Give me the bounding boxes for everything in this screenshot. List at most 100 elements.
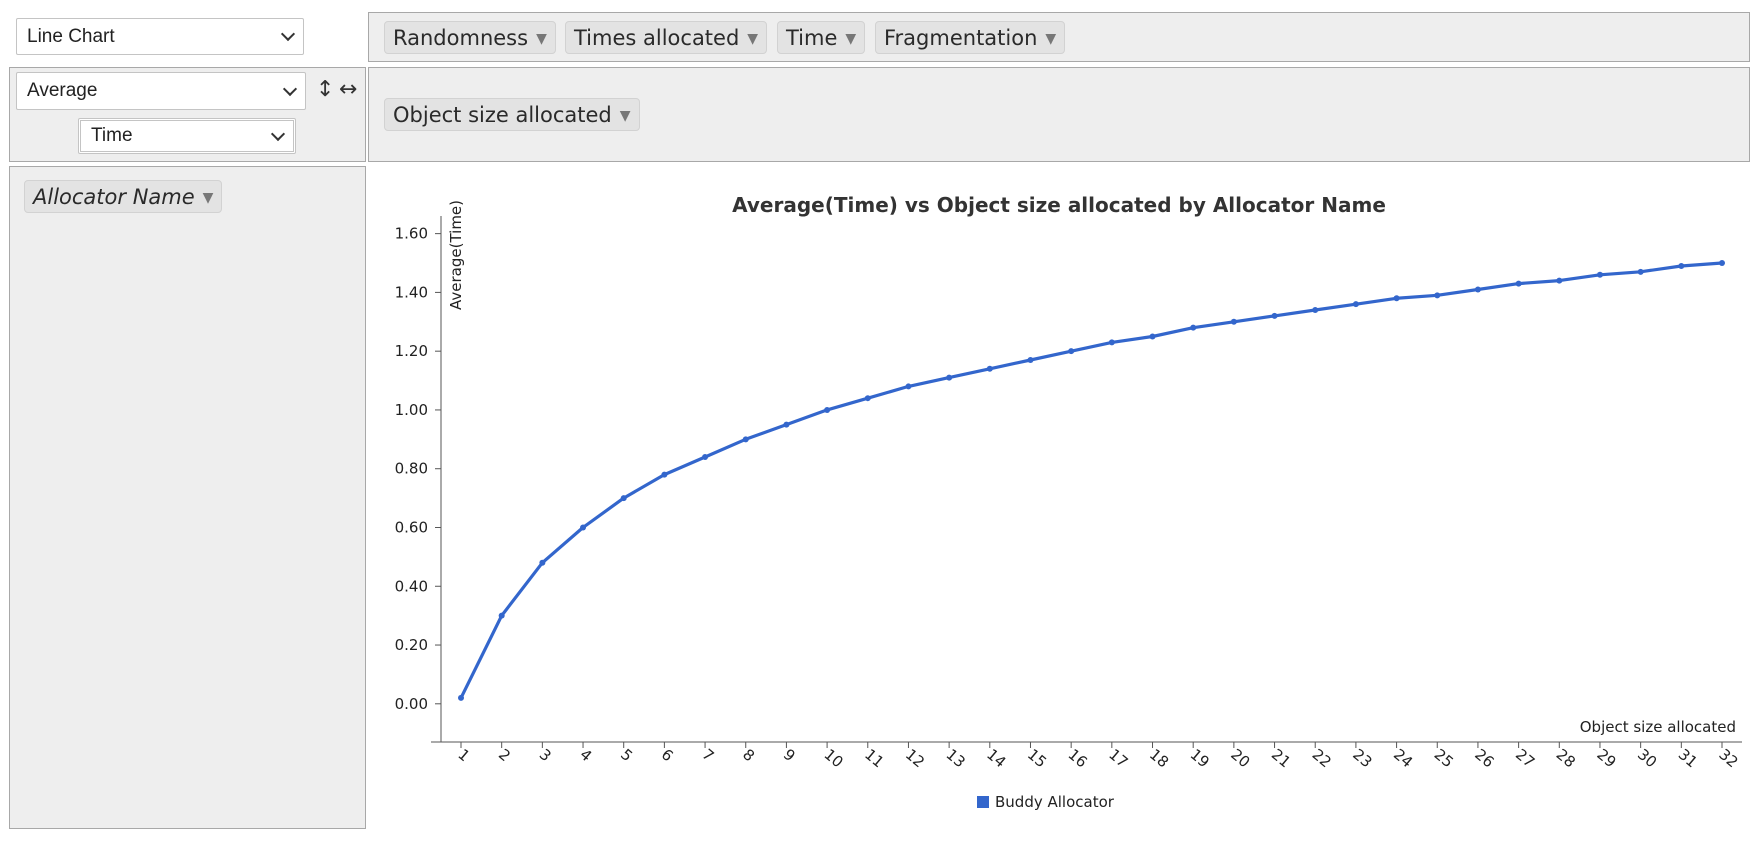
x-axis-label: Object size allocated [1580,718,1736,736]
data-point [1271,312,1278,319]
x-tick-label: 23 [1349,745,1375,771]
triangle-down-icon: ▼ [747,31,759,47]
x-tick-label: 24 [1390,745,1416,771]
x-tick-label: 9 [780,745,799,765]
data-point [498,612,505,619]
series-line [459,261,1723,699]
series-layer [458,260,1725,701]
field-pill-randomness[interactable]: Randomness ▼ [384,21,556,54]
x-tick-label: 28 [1553,745,1579,771]
field-pill-allocator-name[interactable]: Allocator Name ▼ [24,180,223,213]
x-tick-label: 3 [536,745,555,765]
x-tick-label: 29 [1593,745,1619,771]
data-point [824,406,831,413]
y-tick-label: 0.80 [395,460,428,478]
field-pill-label: Object size allocated [393,102,612,127]
data-point [620,495,627,502]
data-point [1027,356,1034,363]
chevron-down-icon [280,26,296,42]
x-tick-label: 25 [1431,745,1457,771]
data-point [539,559,546,566]
chevron-down-icon [282,81,298,96]
y-axis-label: Average(Time) [447,200,465,310]
x-tick-label: 2 [495,745,514,765]
y-tick-label: 1.60 [395,225,428,243]
data-point [580,524,587,531]
x-tick-label: 1 [454,745,473,765]
data-point [458,694,464,701]
x-tick-label: 17 [1105,745,1131,771]
x-tick-label: 15 [1024,745,1050,771]
x-tick-label: 18 [1146,745,1172,771]
x-tick-label: 20 [1227,745,1253,771]
data-point [1596,271,1603,278]
axes: 0.000.200.400.600.801.001.201.401.601 2 3 4… [395,216,1742,771]
data-point [1108,339,1115,346]
chart-title: Average(Time) vs Object size allocated b… [732,193,1386,217]
triangle-down-icon: ▼ [536,31,547,47]
x-tick-label: 16 [1065,745,1091,771]
x-tick-label: 30 [1634,745,1660,771]
y-tick-label: 1.00 [395,401,428,419]
data-point [1637,268,1644,275]
field-pill-label: Times allocated [574,25,740,50]
y-tick-label: 0.00 [395,695,428,713]
renderer-select[interactable]: Line Chart [16,18,304,55]
field-pill-object-size-allocated[interactable]: Object size allocated ▼ [384,98,640,131]
aggregator-select[interactable]: Average [16,72,306,110]
x-tick-label: 11 [861,745,887,771]
data-point [783,421,790,428]
chevron-down-icon [270,126,286,141]
x-tick-label: 6 [658,745,677,765]
x-tick-label: 19 [1187,745,1213,771]
data-point [864,395,871,402]
triangle-down-icon: ▼ [619,108,631,124]
y-tick-label: 0.60 [395,518,428,536]
field-pill-label: Randomness [393,25,529,50]
field-pill-time[interactable]: Time ▼ [777,21,866,54]
x-tick-label: 7 [698,745,717,765]
x-tick-label: 4 [576,745,595,765]
data-point [1393,295,1400,302]
data-point [1190,324,1197,331]
x-tick-label: 8 [739,745,758,765]
field-pill-label: Fragmentation [884,25,1038,50]
x-tick-label: 21 [1268,745,1294,771]
triangle-down-icon: ▼ [845,31,857,47]
data-point [1556,277,1563,284]
aggregator-field-select-value: Time [91,125,133,146]
triangle-down-icon: ▼ [1045,31,1057,47]
row-fields-area [9,166,366,829]
data-point [1068,348,1075,355]
x-tick-label: 13 [943,745,969,771]
x-tick-label: 31 [1675,745,1701,771]
triangle-down-icon: ▼ [202,190,214,206]
data-point [661,471,668,478]
data-point [742,436,749,443]
data-point [946,374,953,381]
data-point [1474,286,1481,293]
aggregator-select-value: Average [27,80,98,101]
data-point [1515,280,1522,287]
x-tick-label: 27 [1512,745,1538,771]
data-point [1312,307,1319,314]
data-point [1149,333,1156,340]
aggregator-field-select[interactable]: Time [78,118,296,154]
horizontal-arrows-icon[interactable]: ↔ [339,77,358,102]
data-point [986,365,993,372]
field-pill-label: Allocator Name [33,184,195,209]
x-tick-label: 26 [1471,745,1497,771]
vertical-arrows-icon[interactable]: ↕ [316,77,335,102]
legend-swatch [977,796,989,808]
data-point [1678,262,1685,269]
x-tick-label: 12 [902,745,928,771]
y-tick-label: 1.20 [395,342,428,360]
x-tick-label: 10 [821,745,847,771]
data-point [1434,292,1441,299]
y-tick-label: 0.40 [395,577,428,595]
data-point [1719,260,1725,267]
y-tick-label: 0.20 [395,636,428,654]
field-pill-fragmentation[interactable]: Fragmentation ▼ [875,21,1066,54]
legend: Buddy Allocator [977,793,1115,811]
field-pill-times-allocated[interactable]: Times allocated ▼ [565,21,768,54]
